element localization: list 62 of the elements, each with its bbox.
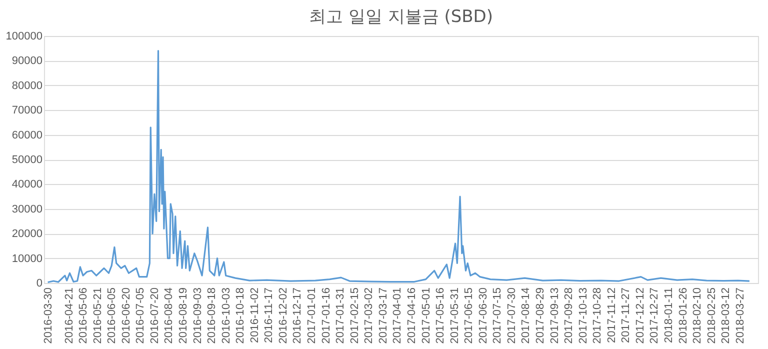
x-tick-label: 2016-10-18 (234, 288, 247, 344)
y-tick-label: 100000 (6, 30, 42, 42)
x-tick-label: 2018-03-27 (734, 288, 746, 344)
x-tick-label: 2016-11-17 (263, 288, 276, 343)
x-tick-label: 2016-04-21 (63, 288, 76, 344)
line-series (47, 50, 750, 284)
x-tick-label: 2016-05-21 (92, 288, 104, 344)
x-tick-label: 2018-02-25 (706, 288, 718, 344)
x-tick-label: 2016-07-05 (134, 288, 147, 344)
x-tick-label: 2016-12-17 (292, 288, 304, 344)
y-tick-label: 20000 (12, 228, 42, 240)
x-tick-label: 2016-09-03 (192, 288, 204, 344)
x-tick-label: 2017-08-29 (534, 288, 546, 344)
x-tick-label: 2018-02-10 (692, 288, 704, 344)
y-tick-label: 50000 (12, 154, 42, 166)
x-tick-label: 2017-08-14 (520, 288, 532, 344)
x-tick-label: 2017-10-28 (592, 288, 604, 344)
y-tick-label: 70000 (12, 104, 42, 117)
x-tick-label: 2017-04-16 (406, 288, 418, 344)
x-tick-label: 2018-03-12 (720, 288, 732, 344)
x-tick-label: 2016-06-05 (106, 288, 118, 344)
x-tick-label: 2017-12-27 (648, 288, 661, 344)
y-tick-label: 0 (36, 278, 42, 290)
x-tick-label: 2016-05-06 (78, 288, 90, 344)
x-tick-label: 2017-05-01 (420, 288, 432, 344)
x-tick-label: 2016-06-20 (120, 288, 132, 344)
x-tick-label: 2017-11-12 (606, 288, 618, 343)
y-tick-label: 10000 (12, 252, 42, 265)
x-tick-label: 2017-02-15 (348, 288, 361, 344)
x-tick-label: 2018-01-11 (663, 288, 676, 343)
y-tick-label: 90000 (12, 55, 42, 68)
x-tick-label: 2017-04-01 (392, 288, 404, 344)
x-tick-label: 2016-09-18 (206, 288, 218, 344)
x-tick-label: 2017-09-13 (548, 288, 561, 344)
x-tick-label: 2018-01-26 (677, 288, 690, 344)
x-tick-label: 2016-10-03 (220, 288, 232, 344)
x-tick-label: 2017-09-28 (563, 288, 576, 344)
x-tick-label: 2017-06-15 (463, 288, 476, 344)
x-tick-label: 2016-08-19 (177, 288, 190, 344)
x-tick-label: 2017-07-15 (492, 288, 504, 344)
x-tick-label: 2016-11-02 (248, 288, 261, 343)
chart-title: 최고 일일 지불금 (SBD) (308, 7, 494, 27)
x-tick-label: 2016-08-04 (163, 288, 176, 344)
x-tick-label: 2017-01-16 (320, 288, 332, 344)
y-tick-label: 60000 (12, 129, 42, 142)
x-tick-label: 2017-03-02 (363, 288, 376, 344)
y-tick-label: 30000 (12, 203, 42, 216)
x-tick-label: 2017-06-30 (477, 288, 490, 344)
x-tick-label: 2017-05-31 (448, 288, 461, 344)
x-tick-label: 2017-03-17 (377, 288, 390, 344)
y-tick-label: 80000 (12, 80, 42, 92)
x-tick-label: 2017-01-31 (334, 288, 347, 344)
x-tick-label: 2017-12-12 (634, 288, 646, 344)
x-tick-label: 2017-11-27 (620, 288, 632, 343)
x-tick-label: 2017-10-13 (577, 288, 590, 344)
y-tick-label: 40000 (12, 178, 42, 191)
x-tick-label: 2017-05-16 (434, 288, 447, 344)
x-tick-label: 2017-07-30 (506, 288, 518, 344)
x-tick-label: 2016-07-20 (148, 288, 161, 344)
x-tick-label: 2016-03-30 (42, 288, 54, 344)
x-tick-label: 2016-12-02 (277, 288, 290, 344)
x-tick-label: 2017-01-01 (306, 288, 318, 344)
